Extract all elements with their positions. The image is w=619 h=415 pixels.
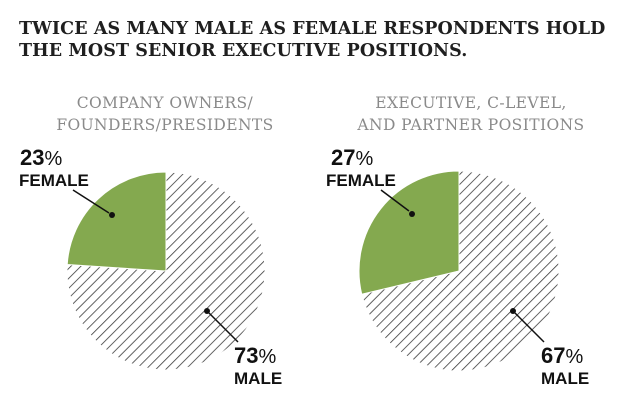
male-leader-dot [510, 308, 516, 314]
percent-sign: % [258, 346, 276, 368]
female-percent-value: 23 [20, 145, 44, 170]
male-percent-value: 67 [541, 343, 565, 368]
male-label: MALE [541, 369, 589, 388]
headline: TWICE AS MANY MALE AS FEMALE RESPONDENTS… [19, 19, 606, 61]
male-percent-label: 73% [234, 343, 276, 368]
female-percent-label: 27% [331, 145, 373, 170]
chart-title-line: AND PARTNER POSITIONS [356, 116, 584, 134]
female-percent-label: 23% [20, 145, 62, 170]
chart-title-line: COMPANY OWNERS/ [77, 94, 254, 112]
male-label: MALE [234, 369, 282, 388]
chart-title-line: EXECUTIVE, C-LEVEL, [375, 94, 566, 112]
percent-sign: % [44, 148, 62, 170]
pie-slice-female [66, 171, 167, 272]
male-percent-label: 67% [541, 343, 583, 368]
male-leader-dot [204, 308, 210, 314]
female-label: FEMALE [326, 171, 396, 190]
female-percent-value: 27 [331, 145, 355, 170]
male-leader-line [514, 312, 545, 343]
female-leader-dot [109, 212, 115, 218]
pie-slice-female [358, 170, 460, 295]
female-label: FEMALE [19, 171, 89, 190]
percent-sign: % [565, 346, 583, 368]
male-percent-value: 73 [234, 343, 258, 368]
female-leader-line [380, 189, 410, 212]
male-leader-line [208, 312, 239, 343]
pie-chart-owners: COMPANY OWNERS/ FOUNDERS/PRESIDENTS 23% … [19, 94, 282, 388]
percent-sign: % [355, 148, 373, 170]
chart-title-line: FOUNDERS/PRESIDENTS [56, 116, 273, 134]
female-leader-line [72, 189, 110, 214]
pie-chart-executives: EXECUTIVE, C-LEVEL, AND PARTNER POSITION… [326, 94, 589, 388]
female-leader-dot [409, 211, 415, 217]
pie-slice-male [361, 170, 560, 372]
